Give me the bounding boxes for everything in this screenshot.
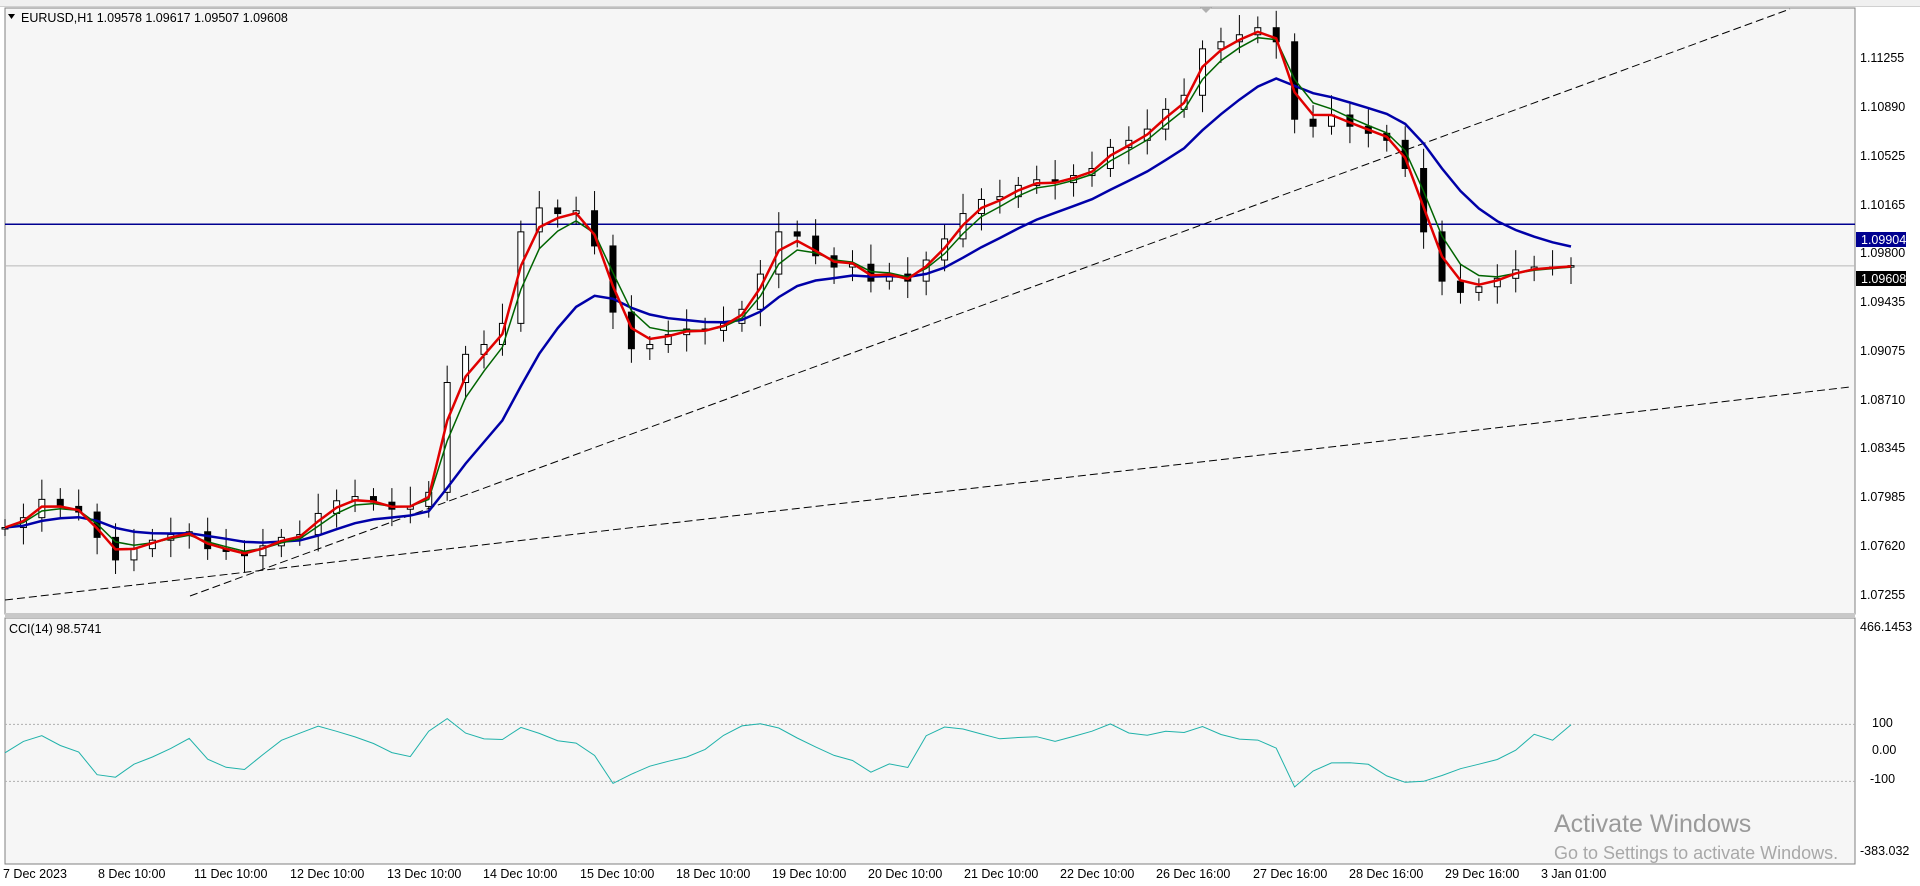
candle-body	[812, 235, 820, 257]
price-tick: 1.09800	[1860, 246, 1905, 260]
candle-body	[1475, 286, 1483, 293]
candle-body	[1456, 280, 1464, 293]
time-tick: 28 Dec 16:00	[1349, 867, 1423, 881]
cci-label: CCI(14) 98.5741	[9, 622, 101, 636]
candle-body	[259, 545, 267, 557]
price-tick: 1.07255	[1860, 588, 1905, 602]
time-tick: 19 Dec 10:00	[772, 867, 846, 881]
activate-windows-title: Activate Windows	[1554, 810, 1751, 838]
candle-body	[535, 207, 543, 233]
current-price-marker	[1856, 271, 1906, 286]
price-axis[interactable]: 1.11255 1.10890 1.10525 1.10165 1.09800 …	[1860, 51, 1905, 602]
cci-line	[4, 717, 1572, 788]
symbol-header: EURUSD,H1 1.09578 1.09617 1.09507 1.0960…	[21, 11, 288, 25]
ma-slow-line	[4, 77, 1572, 544]
time-tick: 15 Dec 10:00	[580, 867, 654, 881]
price-tick: 1.07620	[1860, 539, 1905, 553]
time-tick: 22 Dec 10:00	[1060, 867, 1134, 881]
main-chart-panel[interactable]	[4, 7, 1856, 615]
candle-body	[204, 531, 212, 550]
price-tick: 1.07985	[1860, 490, 1905, 504]
cci-level-lines	[5, 723, 1855, 782]
cci-axis-minus100: -100	[1870, 772, 1895, 786]
time-tick: 12 Dec 10:00	[290, 867, 364, 881]
hline-price-marker	[1856, 232, 1906, 247]
cci-axis-100: 100	[1872, 716, 1893, 730]
candle-body	[793, 231, 801, 237]
trendlines[interactable]	[4, 8, 1851, 601]
time-tick: 29 Dec 16:00	[1445, 867, 1519, 881]
cci-axis-min: -383.032	[1860, 844, 1909, 858]
candle-body	[1309, 118, 1317, 127]
candle-body	[462, 353, 470, 384]
candle-body	[1493, 277, 1501, 288]
ma-fast-line	[4, 30, 1572, 555]
price-tick: 1.10525	[1860, 149, 1905, 163]
activate-windows-subtitle: Go to Settings to activate Windows.	[1554, 843, 1838, 863]
cci-indicator-panel[interactable]	[4, 617, 1856, 865]
time-axis[interactable]: 7 Dec 2023 8 Dec 10:00 11 Dec 10:00 12 D…	[3, 867, 1606, 881]
time-tick: 21 Dec 10:00	[964, 867, 1038, 881]
shift-marker-icon[interactable]	[1200, 7, 1212, 13]
time-tick: 11 Dec 10:00	[194, 867, 267, 881]
panel-separator[interactable]	[5, 613, 1855, 618]
time-tick: 3 Jan 01:00	[1541, 867, 1606, 881]
time-tick: 18 Dec 10:00	[676, 867, 750, 881]
price-tick: 1.10165	[1860, 198, 1905, 212]
time-tick: 8 Dec 10:00	[98, 867, 165, 881]
window-top-strip	[0, 0, 1920, 7]
candle-body	[591, 210, 599, 247]
price-tick: 1.09435	[1860, 295, 1905, 309]
moving-averages	[4, 30, 1572, 555]
price-tick: 1.09075	[1860, 344, 1905, 358]
price-tick: 1.08710	[1860, 393, 1905, 407]
time-tick: 13 Dec 10:00	[387, 867, 461, 881]
hline-price-marker-text: 1.09904	[1861, 233, 1906, 247]
time-tick: 26 Dec 16:00	[1156, 867, 1230, 881]
candle-body	[664, 334, 672, 345]
time-tick: 14 Dec 10:00	[483, 867, 557, 881]
candle-body	[130, 548, 138, 561]
trendline-lower	[4, 386, 1851, 601]
time-tick: 27 Dec 16:00	[1253, 867, 1327, 881]
cci-series-line	[4, 717, 1572, 788]
dropdown-triangle-icon[interactable]	[8, 14, 15, 19]
time-tick: 20 Dec 10:00	[868, 867, 942, 881]
current-price-marker-text: 1.09608	[1861, 272, 1906, 286]
cci-axis-0: 0.00	[1872, 743, 1896, 757]
cci-axis-max: 466.1453	[1860, 620, 1912, 634]
candle-body	[646, 343, 654, 350]
price-tick: 1.11255	[1860, 51, 1904, 65]
trendline-upper	[189, 8, 1791, 597]
candle-body	[554, 207, 562, 215]
price-tick: 1.10890	[1860, 100, 1905, 114]
price-tick: 1.08345	[1860, 441, 1905, 455]
time-tick: 7 Dec 2023	[3, 867, 67, 881]
